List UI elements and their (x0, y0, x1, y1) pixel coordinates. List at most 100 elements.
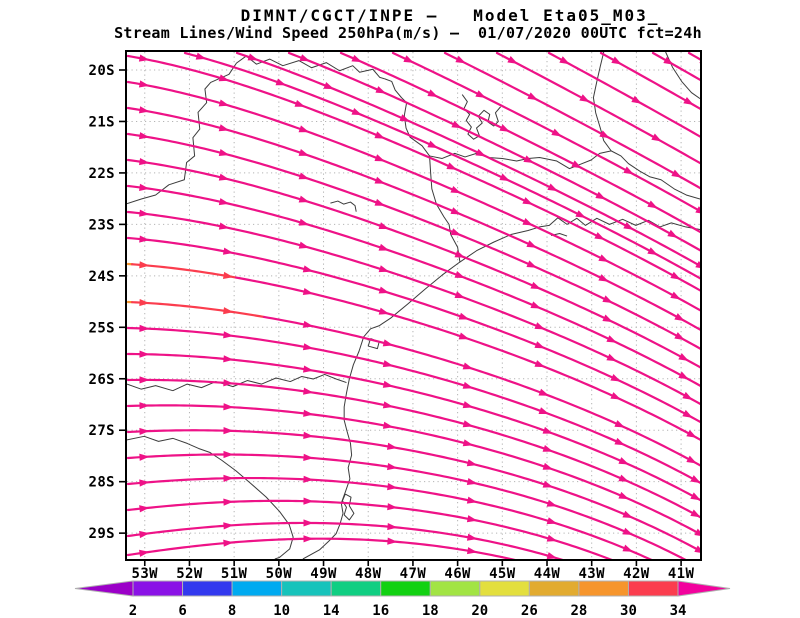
stream-arrowhead (299, 54, 311, 62)
stream-arrowhead (399, 114, 411, 122)
stream-arrowhead (382, 360, 394, 368)
stream-arrowhead (139, 376, 150, 384)
stream-arrowhead (507, 56, 518, 64)
stream-arrowhead (530, 281, 542, 290)
stream-arrowhead (454, 271, 466, 278)
map-outline (127, 373, 347, 392)
stream-arrowhead (466, 547, 478, 555)
streamline (234, 276, 700, 441)
streamline (547, 52, 700, 138)
stream-arrowhead (223, 450, 234, 459)
stream-arrowhead (302, 265, 314, 273)
colorbar-tick-label: 28 (570, 603, 587, 618)
stream-arrowhead (475, 148, 486, 157)
stream-arrowhead (683, 96, 694, 106)
stream-arrowhead (139, 298, 150, 307)
stream-arrowhead (195, 52, 207, 60)
stream-arrowhead (462, 439, 474, 447)
stream-arrowhead (427, 89, 438, 97)
stream-arrowhead (454, 291, 466, 299)
stream-arrowhead (522, 197, 533, 205)
stream-arrowhead (462, 362, 474, 370)
stream-arrowhead (387, 462, 398, 471)
stream-arrowhead (138, 80, 150, 88)
stream-arrowhead (686, 429, 697, 438)
lat-tick-label: 22S (89, 166, 116, 182)
streamline (339, 52, 700, 234)
stream-arrowhead (699, 61, 700, 64)
stream-arrowhead (526, 260, 538, 268)
stream-arrowhead (222, 247, 234, 255)
stream-arrowhead (622, 544, 634, 552)
stream-arrowhead (546, 517, 558, 525)
streamline (127, 453, 687, 559)
stream-arrowhead (138, 106, 150, 114)
stream-arrowhead (351, 54, 363, 63)
streamline (127, 378, 700, 519)
stream-arrowhead (223, 355, 234, 363)
stream-arrowhead (622, 510, 634, 518)
stream-arrowhead (499, 124, 510, 132)
stream-arrowhead (542, 462, 554, 470)
lon-tick-label: 49W (310, 566, 337, 582)
stream-arrowhead (139, 479, 150, 487)
map-outline (341, 493, 355, 521)
stream-arrowhead (534, 322, 546, 330)
stream-arrowhead (139, 261, 150, 269)
stream-arrowhead (546, 534, 558, 542)
stream-arrowhead (139, 453, 150, 461)
stream-arrowhead (351, 108, 363, 116)
stream-arrowhead (534, 360, 546, 368)
map-outline (384, 78, 461, 262)
streamlines (127, 52, 700, 559)
stream-arrowhead (139, 427, 150, 436)
streamline (127, 80, 700, 312)
stream-arrowhead (571, 160, 582, 169)
stream-arrowhead (218, 99, 230, 107)
stream-arrowhead (694, 528, 700, 536)
stream-arrowhead (298, 172, 310, 180)
lat-tick-label: 23S (89, 217, 116, 233)
stream-arrowhead (602, 295, 613, 304)
map-outline (127, 55, 385, 205)
stream-arrowhead (303, 535, 314, 543)
stream-arrowhead (302, 320, 314, 328)
stream-arrowhead (454, 250, 466, 258)
streamline (127, 352, 700, 502)
stream-arrowhead (223, 331, 234, 339)
stream-arrowhead (378, 243, 390, 251)
stream-arrowhead (542, 426, 554, 434)
stream-arrowhead (611, 56, 622, 65)
stream-arrowhead (579, 94, 590, 103)
stream-arrowhead (674, 313, 685, 322)
lon-tick-label: 45W (489, 566, 516, 582)
stream-arrowhead (690, 492, 700, 501)
stream-arrowhead (595, 191, 606, 200)
chart-title-line2: Stream Lines/Wind Speed 250hPa(m/s) – 01… (114, 24, 702, 42)
stream-arrowhead (218, 198, 230, 206)
stream-arrowhead (303, 431, 314, 439)
streamline (127, 106, 700, 331)
stream-arrowhead (218, 222, 230, 230)
colorbar-tick-label: 30 (620, 603, 637, 618)
colorbar-tick-label: 8 (228, 603, 236, 618)
streamline (287, 52, 700, 252)
lon-tick-label: 41W (668, 566, 695, 582)
stream-arrowhead (387, 483, 398, 491)
stream-arrowhead (138, 54, 150, 62)
lon-tick-label: 44W (534, 566, 561, 582)
stream-arrowhead (223, 539, 234, 547)
stream-arrowhead (323, 82, 335, 90)
stream-arrowhead (298, 149, 310, 156)
lat-tick-label: 25S (89, 320, 116, 336)
stream-arrowhead (466, 477, 478, 485)
stream-arrowhead (378, 307, 390, 315)
stream-arrowhead (678, 371, 689, 380)
colorbar-right-arrow (677, 580, 731, 597)
stream-arrowhead (218, 74, 230, 82)
stream-arrowhead (695, 206, 700, 214)
stream-arrowhead (382, 421, 394, 429)
stream-arrowhead (647, 200, 658, 209)
